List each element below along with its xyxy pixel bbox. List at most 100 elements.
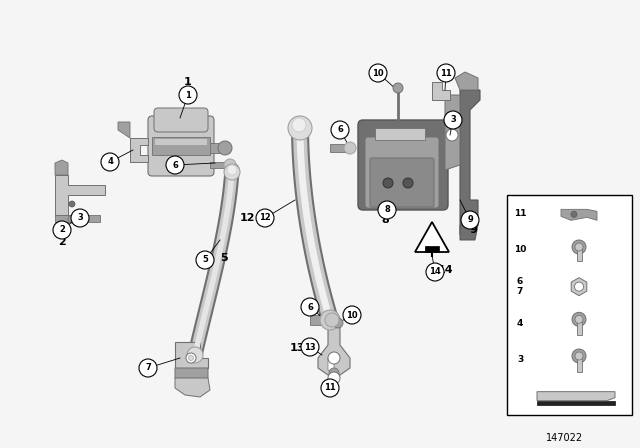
- Circle shape: [333, 318, 343, 328]
- Text: 3: 3: [450, 116, 456, 125]
- Circle shape: [288, 116, 312, 140]
- Bar: [208, 143, 226, 153]
- Circle shape: [403, 178, 413, 188]
- Bar: [577, 356, 582, 372]
- Polygon shape: [175, 378, 210, 397]
- Text: 6
7: 6 7: [517, 277, 523, 297]
- Circle shape: [461, 211, 479, 229]
- Text: 6: 6: [172, 160, 178, 169]
- Circle shape: [329, 368, 339, 378]
- Bar: [155, 139, 207, 145]
- Circle shape: [186, 353, 196, 363]
- Circle shape: [331, 121, 349, 139]
- Circle shape: [139, 359, 157, 377]
- Bar: [507, 195, 632, 415]
- Polygon shape: [455, 72, 478, 90]
- Polygon shape: [55, 175, 105, 215]
- Circle shape: [320, 310, 340, 330]
- Circle shape: [292, 118, 306, 132]
- Circle shape: [69, 201, 75, 207]
- Circle shape: [328, 372, 340, 384]
- Circle shape: [166, 156, 184, 174]
- Circle shape: [571, 211, 577, 217]
- Circle shape: [343, 306, 361, 324]
- Circle shape: [572, 349, 586, 363]
- Text: 11: 11: [324, 383, 336, 392]
- Text: 5: 5: [202, 255, 208, 264]
- FancyBboxPatch shape: [148, 116, 214, 176]
- Polygon shape: [445, 95, 460, 170]
- Circle shape: [444, 111, 462, 129]
- Circle shape: [71, 209, 89, 227]
- Circle shape: [328, 352, 340, 364]
- Text: 14: 14: [438, 265, 454, 275]
- Text: 9: 9: [467, 215, 473, 224]
- Circle shape: [224, 164, 240, 180]
- Text: 8: 8: [381, 215, 389, 225]
- Polygon shape: [561, 209, 597, 220]
- Text: 4: 4: [107, 158, 113, 167]
- Circle shape: [187, 347, 203, 363]
- Circle shape: [68, 215, 76, 223]
- Text: 12: 12: [239, 213, 255, 223]
- Circle shape: [301, 298, 319, 316]
- Bar: [425, 246, 439, 252]
- Circle shape: [575, 282, 584, 291]
- Circle shape: [301, 338, 319, 356]
- Polygon shape: [175, 342, 208, 368]
- Polygon shape: [415, 222, 449, 252]
- Text: 147022: 147022: [547, 433, 584, 443]
- Text: 4: 4: [517, 319, 523, 328]
- Circle shape: [70, 217, 74, 221]
- Text: 13: 13: [304, 343, 316, 352]
- Polygon shape: [432, 82, 450, 100]
- Bar: [330, 144, 352, 152]
- Text: 7: 7: [145, 363, 151, 372]
- Polygon shape: [55, 160, 68, 175]
- Text: 10: 10: [514, 246, 526, 254]
- Circle shape: [406, 181, 410, 185]
- Polygon shape: [537, 392, 615, 401]
- Text: 5: 5: [220, 253, 228, 263]
- Circle shape: [344, 142, 356, 154]
- FancyBboxPatch shape: [154, 108, 208, 132]
- Polygon shape: [537, 401, 615, 405]
- Bar: [210, 162, 232, 168]
- Text: 1: 1: [184, 77, 192, 87]
- Text: 6: 6: [307, 302, 313, 311]
- Text: 9: 9: [469, 225, 477, 235]
- Circle shape: [189, 356, 193, 361]
- Circle shape: [378, 201, 396, 219]
- Text: 3: 3: [77, 214, 83, 223]
- Circle shape: [446, 129, 458, 141]
- Polygon shape: [55, 215, 100, 222]
- Polygon shape: [175, 368, 208, 384]
- Circle shape: [218, 141, 232, 155]
- Circle shape: [196, 251, 214, 269]
- Polygon shape: [328, 358, 334, 374]
- Circle shape: [572, 240, 586, 254]
- Bar: [577, 247, 582, 261]
- Circle shape: [383, 178, 393, 188]
- Circle shape: [369, 64, 387, 82]
- Polygon shape: [460, 225, 478, 240]
- Circle shape: [393, 83, 403, 93]
- Circle shape: [227, 165, 237, 175]
- Bar: [375, 128, 425, 140]
- Text: 10: 10: [372, 69, 384, 78]
- Polygon shape: [460, 90, 480, 235]
- Circle shape: [179, 86, 197, 104]
- Circle shape: [325, 313, 339, 327]
- Circle shape: [575, 352, 583, 360]
- Circle shape: [572, 312, 586, 326]
- Circle shape: [53, 221, 71, 239]
- Text: 10: 10: [346, 310, 358, 319]
- Text: 11: 11: [440, 69, 452, 78]
- Circle shape: [256, 209, 274, 227]
- Circle shape: [101, 153, 119, 171]
- Bar: [152, 137, 210, 155]
- Text: 1: 1: [185, 90, 191, 99]
- Text: 14: 14: [429, 267, 441, 276]
- Text: 3: 3: [517, 356, 523, 365]
- Circle shape: [426, 263, 444, 281]
